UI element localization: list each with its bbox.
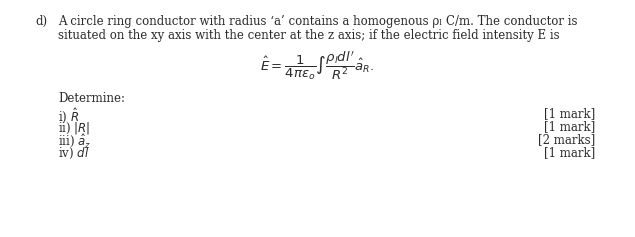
Text: [1 mark]: [1 mark] [544, 120, 595, 133]
Text: $\hat{E} = \dfrac{1}{4\pi\varepsilon_o}\int\dfrac{\rho_l dl'}{R^2}\hat{a}_R.$: $\hat{E} = \dfrac{1}{4\pi\varepsilon_o}\… [260, 49, 374, 82]
Text: A circle ring conductor with radius ‘a’ contains a homogenous ρₗ C/m. The conduc: A circle ring conductor with radius ‘a’ … [58, 15, 577, 28]
Text: [1 mark]: [1 mark] [544, 146, 595, 159]
Text: Determine:: Determine: [58, 92, 125, 105]
Text: iii) $\hat{a}_z$: iii) $\hat{a}_z$ [58, 133, 91, 150]
Text: d): d) [35, 15, 47, 28]
Text: ii) $|R|$: ii) $|R|$ [58, 120, 90, 136]
Text: i) $\hat{R}$: i) $\hat{R}$ [58, 107, 79, 126]
Text: [1 mark]: [1 mark] [544, 107, 595, 120]
Text: situated on the xy axis with the center at the z axis; if the electric field int: situated on the xy axis with the center … [58, 29, 559, 42]
Text: iv) $dl$: iv) $dl$ [58, 146, 90, 161]
Text: [2 marks]: [2 marks] [538, 133, 595, 146]
